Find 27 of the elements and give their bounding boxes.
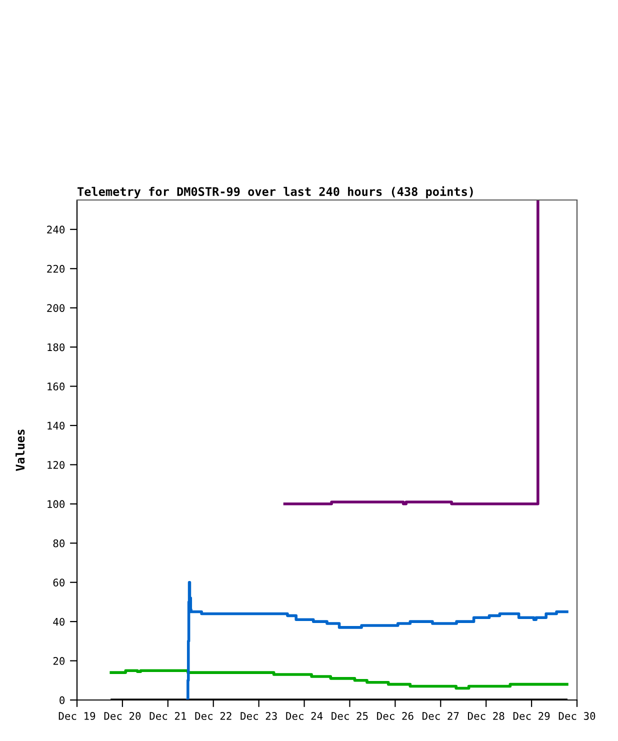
x-tick-label: Dec 27 [422,712,459,720]
x-tick-label: Dec 30 [558,712,596,720]
x-tick-label: Dec 28 [468,712,504,720]
y-tick-label: 100 [48,500,65,508]
y-axis-title: Values [16,430,25,471]
y-tick-label: 60 [53,578,65,586]
y-tick-label: 160 [48,382,65,390]
y-tick-label: 140 [48,422,65,430]
y-tick-label: 80 [53,539,65,548]
y-tick-label: 120 [48,460,65,469]
y-tick-label: 0 [60,696,65,704]
x-tick-label: Dec 29 [513,712,550,720]
y-tick-label: 200 [47,304,65,312]
y-tick-label: 240 [47,226,65,234]
x-tick-label: Dec 26 [377,712,414,720]
x-tick-label: Dec 21 [150,712,186,720]
x-tick-label: Dec 19 [58,712,96,720]
chart-title: Telemetry for DM0STR-99 over last 240 hours (438 points) [78,186,473,198]
x-tick-label: Dec 22 [195,712,232,720]
y-tick-label: 20 [53,657,65,665]
x-tick-label: Dec 25 [332,712,368,720]
y-tick-label: 180 [48,343,65,352]
x-tick-label: Dec 24 [286,712,323,720]
x-tick-label: Dec 23 [240,712,277,720]
y-tick-label: 40 [53,618,65,626]
y-tick-label: 220 [47,264,65,273]
x-tick-label: Dec 20 [104,712,141,720]
